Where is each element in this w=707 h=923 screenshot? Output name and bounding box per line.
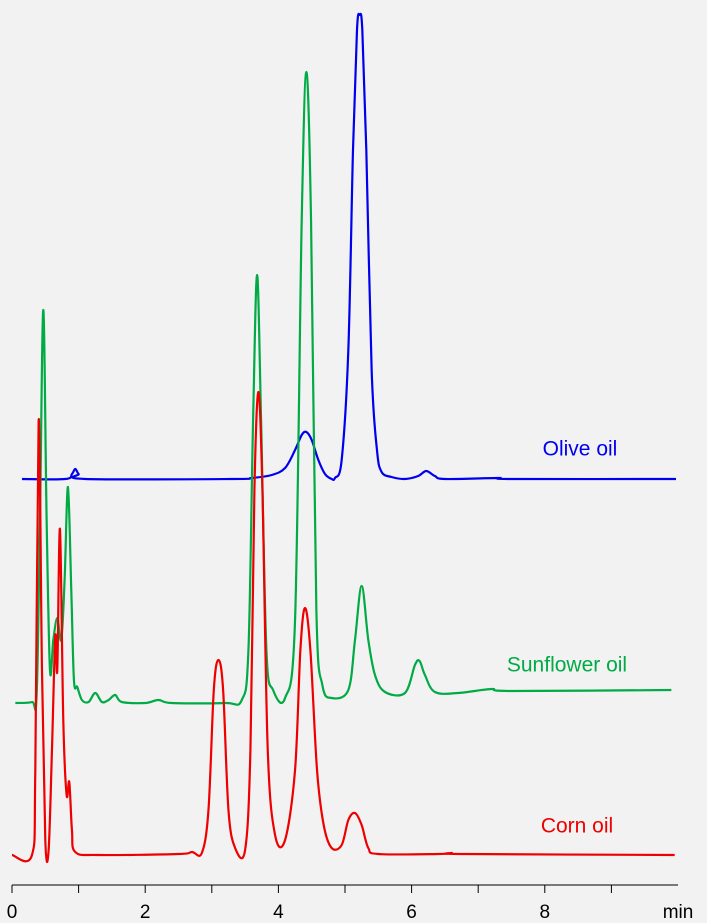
x-tick-label: 8 — [540, 902, 551, 923]
x-tick-label: 2 — [140, 902, 151, 923]
x-tick-label: 6 — [406, 902, 417, 923]
series-line — [21, 12, 677, 482]
x-tick-label: 4 — [273, 902, 284, 923]
x-tick-label: 0 — [7, 902, 18, 923]
series-label: Olive oil — [543, 438, 618, 461]
series-label: Sunflower oil — [507, 654, 627, 677]
series-line — [11, 390, 675, 863]
x-axis-label: min — [663, 902, 694, 923]
series-label: Corn oil — [541, 815, 613, 838]
